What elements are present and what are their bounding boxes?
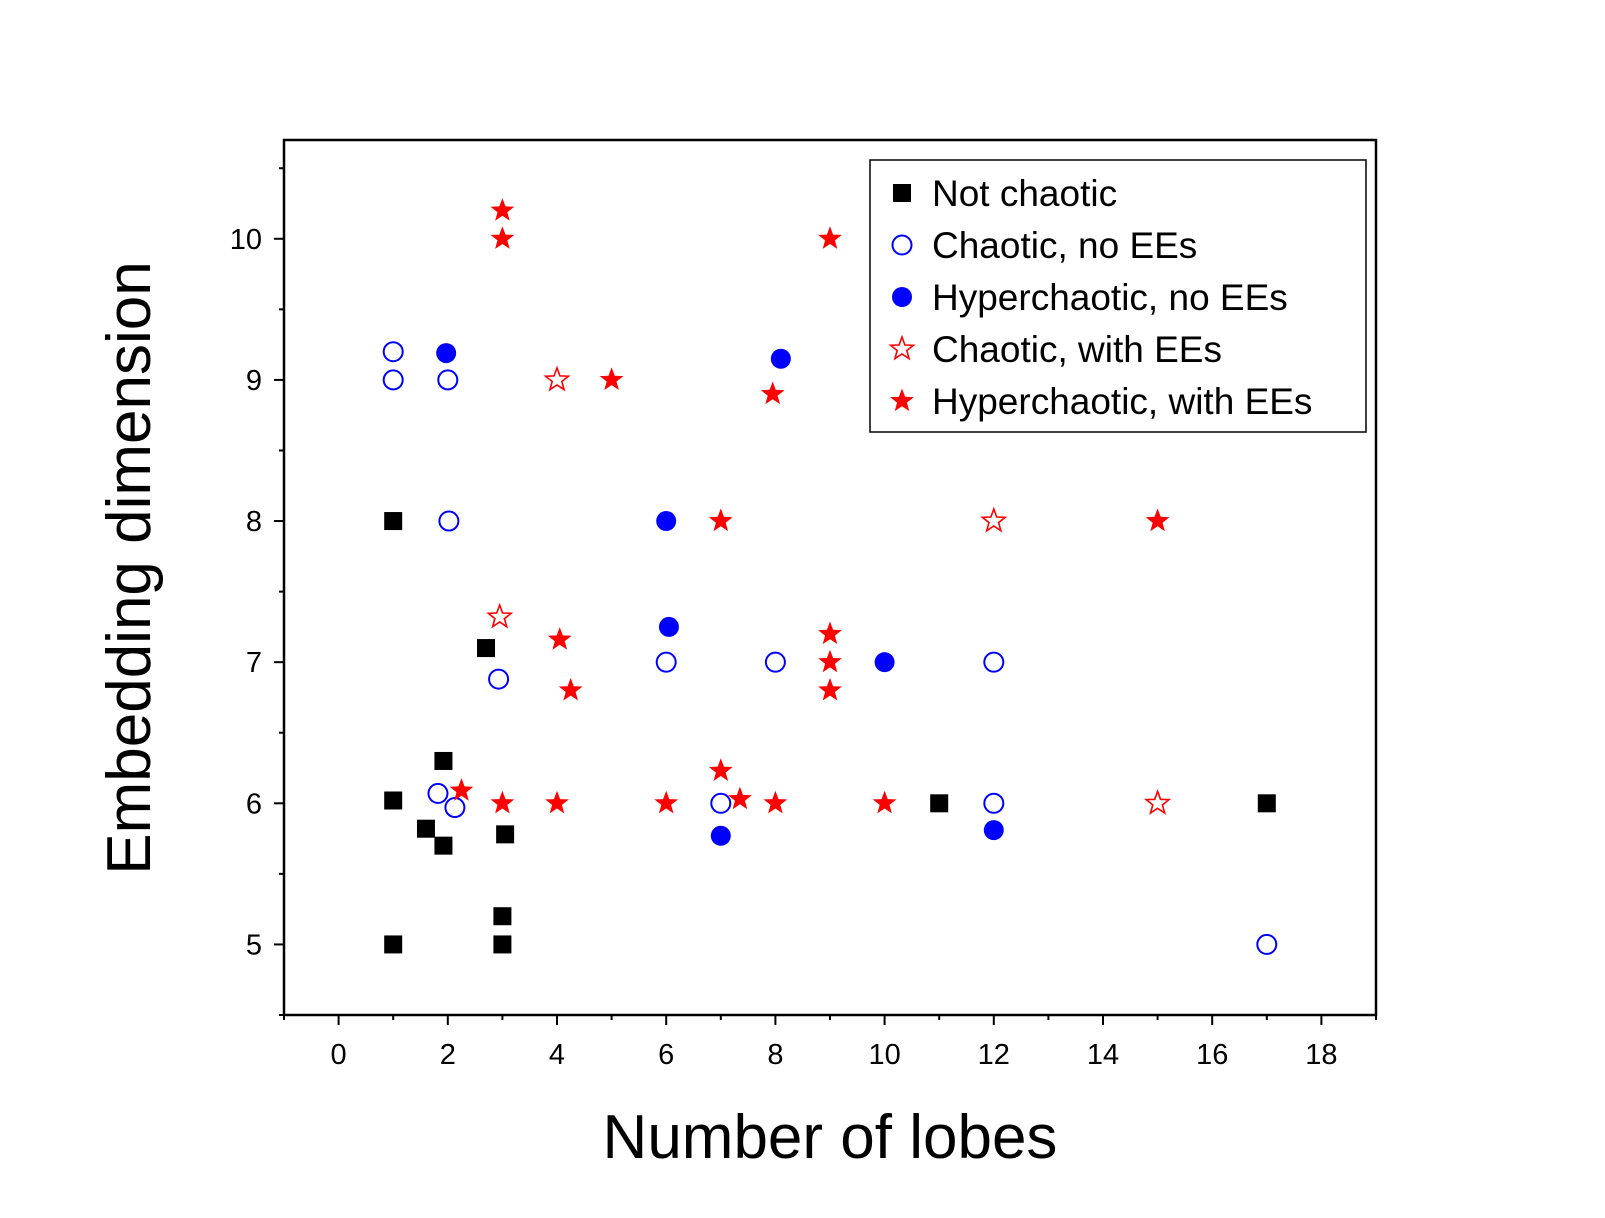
data-point (449, 778, 474, 801)
legend-label: Chaotic, with EEs (932, 329, 1222, 370)
x-tick-label: 4 (549, 1039, 565, 1071)
data-point (760, 381, 785, 405)
x-tick-label: 18 (1305, 1039, 1337, 1071)
data-point (818, 621, 842, 645)
data-point (488, 668, 510, 690)
x-tick-label: 14 (1087, 1039, 1119, 1071)
y-tick-label: 10 (230, 224, 262, 256)
data-point (384, 935, 403, 954)
series-chaotic-no-ees (382, 341, 1278, 955)
y-tick-label: 9 (246, 365, 262, 397)
x-tick-label: 16 (1196, 1039, 1228, 1071)
data-point (493, 907, 512, 926)
x-axis-title: Number of lobes (603, 1103, 1058, 1172)
x-tick-label: 12 (978, 1039, 1010, 1071)
data-point (658, 616, 679, 637)
data-point (427, 782, 449, 804)
data-point (708, 758, 733, 781)
data-point (710, 825, 731, 846)
legend-label: Hyperchaotic, no EEs (932, 277, 1288, 318)
data-point (384, 512, 403, 531)
data-point (547, 627, 572, 650)
series-hyperchaotic-no-ees (436, 343, 1004, 846)
x-tick-label: 10 (868, 1039, 900, 1071)
data-point (1256, 933, 1278, 955)
legend-marker (891, 234, 913, 256)
data-point (983, 792, 1005, 814)
data-point (416, 819, 435, 838)
y-tick-label: 6 (246, 788, 262, 820)
y-tick-label: 8 (246, 506, 262, 538)
x-tick-label: 2 (440, 1039, 456, 1071)
y-tick-label: 5 (246, 929, 262, 961)
data-point (818, 226, 842, 249)
data-point (1257, 794, 1276, 813)
data-point (818, 649, 842, 673)
data-point (490, 198, 515, 221)
data-point (599, 367, 624, 390)
data-point (490, 226, 515, 249)
data-point (382, 369, 404, 391)
data-point (437, 369, 459, 391)
legend: Not chaotic Chaotic, no EEs Hyperchaotic, … (869, 159, 1367, 433)
data-point (493, 935, 512, 954)
data-point (654, 790, 679, 814)
data-point (818, 677, 842, 701)
y-tick-label: 7 (246, 647, 262, 679)
series-hyperchaotic-with-ees (449, 198, 1170, 814)
data-point (444, 797, 466, 819)
data-point (1145, 508, 1170, 532)
legend-marker (888, 334, 916, 361)
legend-label: Chaotic, no EEs (932, 225, 1197, 266)
data-point (930, 794, 949, 813)
x-tick-label: 6 (658, 1039, 674, 1071)
series-chaotic-with-ees (486, 365, 1172, 815)
data-point (477, 639, 496, 658)
data-point (980, 506, 1008, 533)
axis-ticks: 0 2 4 6 8 10 12 14 16 18 5 6 7 8 9 10 (230, 167, 1377, 1071)
data-point (764, 651, 786, 673)
data-points (382, 198, 1278, 955)
legend-label: Hyperchaotic, with EEs (932, 381, 1312, 422)
legend-label: Not chaotic (932, 173, 1117, 214)
data-point (490, 790, 515, 814)
data-point (1144, 788, 1172, 815)
data-point (656, 511, 677, 532)
data-point (983, 651, 1005, 673)
data-point (486, 602, 514, 629)
data-point (545, 790, 569, 814)
data-point (983, 820, 1004, 841)
data-point (434, 836, 453, 855)
data-point (543, 365, 571, 392)
x-tick-label: 0 (331, 1039, 347, 1071)
data-point (382, 341, 404, 363)
data-point (763, 790, 788, 814)
data-point (728, 786, 752, 810)
y-axis-title: Embedding dimension (95, 261, 164, 875)
data-point (708, 508, 733, 532)
legend-marker (890, 388, 914, 412)
data-point (558, 677, 583, 701)
data-point (436, 343, 457, 364)
data-point (872, 790, 897, 814)
series-not-chaotic (384, 512, 1276, 954)
x-tick-label: 8 (767, 1039, 783, 1071)
data-point (434, 751, 453, 770)
data-point (438, 510, 460, 532)
data-point (655, 651, 677, 673)
data-point (710, 792, 732, 814)
data-point (384, 791, 403, 810)
legend-box (869, 159, 1367, 433)
legend-marker (893, 184, 911, 202)
data-point (496, 825, 515, 844)
data-point (770, 348, 791, 369)
legend-marker (892, 287, 912, 307)
data-point (874, 652, 895, 673)
